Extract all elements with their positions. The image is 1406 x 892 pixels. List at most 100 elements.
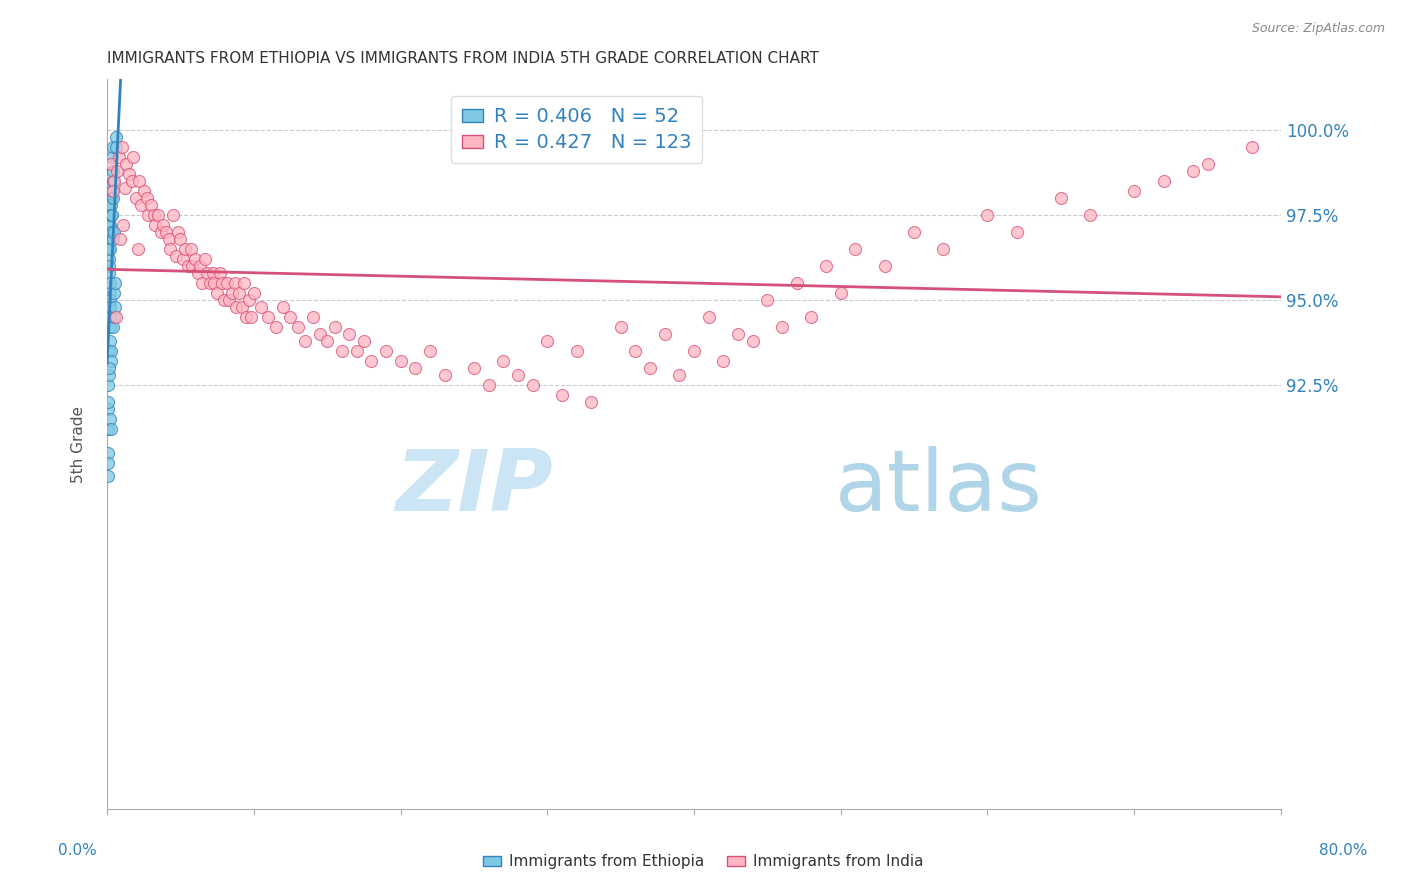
Point (145, 219, 167, 233)
Point (624, 343, 647, 358)
Point (668, 368, 690, 382)
Point (184, 252, 207, 267)
Point (98, 252, 121, 267)
Point (209, 266, 232, 280)
Point (346, 343, 368, 358)
Point (104, 140, 127, 154)
Point (101, 225, 124, 239)
Point (844, 242, 866, 256)
Point (271, 300, 294, 314)
Point (1005, 225, 1028, 239)
Point (100, 191, 122, 205)
Point (100, 157, 122, 171)
Point (112, 219, 135, 233)
Point (173, 242, 195, 256)
Point (103, 320, 125, 334)
Point (1153, 174, 1175, 188)
Point (360, 354, 382, 368)
Point (100, 422, 122, 436)
Point (211, 276, 233, 290)
Point (191, 276, 214, 290)
Point (1181, 164, 1204, 178)
Point (492, 354, 515, 368)
Point (122, 150, 145, 164)
Point (433, 368, 456, 382)
Point (98, 242, 121, 256)
Point (97, 198, 120, 212)
Point (97, 232, 120, 246)
Point (105, 164, 128, 178)
Point (308, 326, 330, 341)
Point (166, 225, 188, 239)
Point (157, 232, 180, 246)
Point (135, 191, 157, 205)
Point (110, 232, 132, 246)
Point (97, 401, 120, 416)
Point (257, 310, 280, 324)
Point (98, 266, 121, 280)
Point (104, 310, 127, 324)
Point (104, 130, 127, 145)
Point (98, 300, 121, 314)
Text: ZIP: ZIP (395, 447, 553, 530)
Point (97, 368, 120, 382)
Point (337, 326, 360, 341)
Point (108, 150, 131, 164)
Point (374, 343, 396, 358)
Point (103, 225, 125, 239)
Point (217, 276, 239, 290)
Point (132, 185, 155, 199)
Point (815, 259, 838, 273)
Point (235, 310, 257, 324)
Point (98, 310, 121, 324)
Point (638, 360, 661, 375)
Point (205, 286, 228, 301)
Point (419, 343, 441, 358)
Point (101, 232, 124, 246)
Point (188, 259, 211, 273)
Point (103, 286, 125, 301)
Point (711, 354, 734, 368)
Point (264, 320, 287, 334)
Text: 0.0%: 0.0% (58, 843, 97, 858)
Point (194, 252, 217, 267)
Point (800, 310, 823, 324)
Point (97, 422, 120, 436)
Point (770, 320, 793, 334)
Point (152, 219, 174, 233)
Point (903, 225, 925, 239)
Point (101, 140, 124, 154)
Point (98, 286, 121, 301)
Point (522, 377, 544, 392)
Point (101, 208, 124, 222)
Point (565, 343, 588, 358)
Point (756, 293, 779, 307)
Point (101, 150, 124, 164)
Point (581, 394, 603, 409)
Point (221, 286, 243, 301)
Point (101, 164, 124, 178)
Point (100, 354, 122, 368)
Point (127, 242, 149, 256)
Point (98, 242, 121, 256)
Point (103, 174, 125, 188)
Point (1240, 140, 1263, 154)
Point (323, 320, 346, 334)
Point (115, 157, 138, 171)
Point (224, 276, 246, 290)
Point (98, 276, 121, 290)
Point (181, 259, 204, 273)
Point (159, 242, 181, 256)
Point (100, 334, 122, 348)
Point (104, 300, 127, 314)
Point (218, 293, 240, 307)
Point (280, 310, 302, 324)
Point (239, 310, 262, 324)
Point (536, 334, 558, 348)
Point (187, 266, 209, 280)
Point (1197, 157, 1219, 171)
Point (330, 343, 353, 358)
Point (198, 276, 221, 290)
Point (976, 208, 998, 222)
Point (932, 242, 955, 256)
